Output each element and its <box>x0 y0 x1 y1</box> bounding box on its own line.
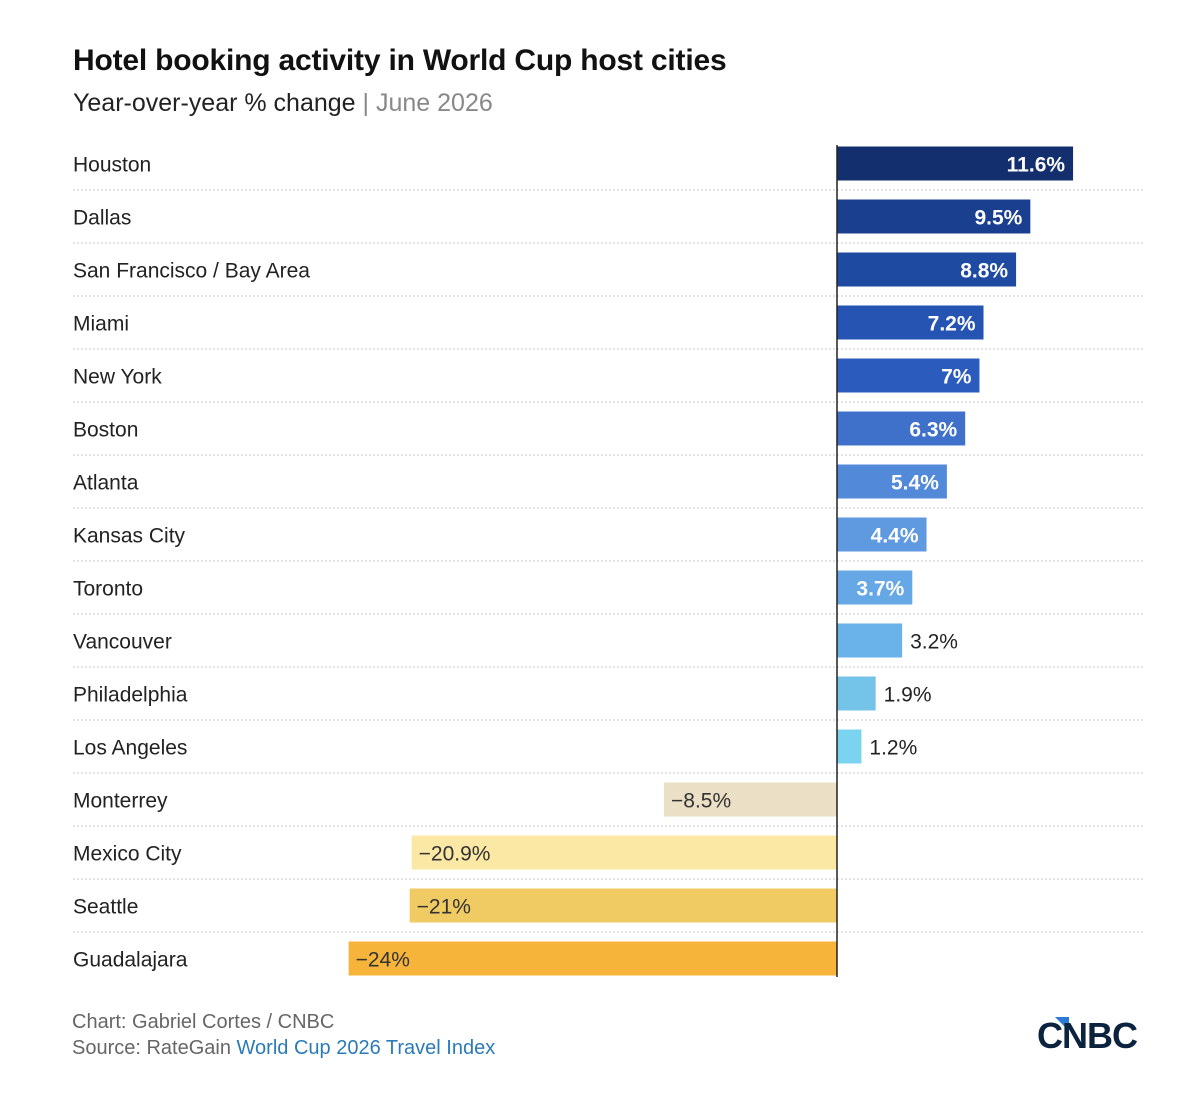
category-label: Guadalajara <box>73 949 188 972</box>
category-label: Monterrey <box>73 790 168 813</box>
bar <box>837 570 913 605</box>
category-label: Philadelphia <box>73 684 188 707</box>
category-label: Atlanta <box>73 472 139 495</box>
bar <box>837 358 980 393</box>
bar <box>837 676 876 711</box>
data-label: 1.9% <box>884 684 932 707</box>
bar <box>837 252 1017 287</box>
data-label: 1.2% <box>869 737 917 760</box>
source-prefix: Source: RateGain <box>72 1037 237 1059</box>
subtitle-main: Year-over-year % change <box>73 89 356 117</box>
category-label: Kansas City <box>73 525 186 548</box>
data-label: 5.4% <box>891 472 939 495</box>
bar-chart: Houston 11.6% Dallas 9.5% San Francisco / Ba… <box>73 145 1144 977</box>
subtitle-separator: | <box>362 89 370 117</box>
chart-title: Hotel booking activity in World Cup host… <box>73 44 727 77</box>
chart-credit: Chart: Gabriel Cortes / CNBC <box>72 1011 335 1033</box>
bar <box>348 941 837 976</box>
data-label: 8.8% <box>960 260 1008 283</box>
data-label: 4.4% <box>871 525 919 548</box>
bar <box>837 199 1031 234</box>
bar <box>837 146 1074 181</box>
category-label: New York <box>73 366 162 389</box>
bar <box>837 464 947 499</box>
peacock-accent-icon <box>1055 1017 1069 1031</box>
data-label: 7.2% <box>928 313 976 336</box>
bar <box>837 305 984 340</box>
category-label: Toronto <box>73 578 143 601</box>
data-label: 9.5% <box>974 207 1022 230</box>
bar <box>837 411 966 446</box>
subtitle-date: June 2026 <box>375 89 493 117</box>
data-label: 11.6% <box>1007 154 1066 177</box>
category-label: Dallas <box>73 207 131 230</box>
data-label: 6.3% <box>909 419 957 442</box>
category-label: Boston <box>73 419 138 442</box>
bar <box>837 623 903 658</box>
bar <box>409 888 837 923</box>
category-label: Los Angeles <box>73 737 187 760</box>
category-label: Miami <box>73 313 129 336</box>
bar <box>411 835 837 870</box>
data-label: 3.7% <box>856 578 904 601</box>
data-label: −20.9% <box>419 843 491 866</box>
source-link[interactable]: World Cup 2026 Travel Index <box>236 1037 496 1059</box>
category-label: Mexico City <box>73 843 182 866</box>
data-label: −8.5% <box>671 790 731 813</box>
logo-text: CNBC <box>1037 1015 1138 1053</box>
data-label: 7% <box>941 366 972 389</box>
chart-source: Source: RateGain World Cup 2026 Travel I… <box>72 1037 495 1060</box>
bar <box>837 729 862 764</box>
bar <box>837 517 927 552</box>
cnbc-logo: CNBC <box>1037 1015 1139 1053</box>
data-label: −24% <box>356 949 410 972</box>
category-label: Houston <box>73 154 151 177</box>
bar <box>664 782 837 817</box>
data-label: 3.2% <box>910 631 958 654</box>
category-label: Vancouver <box>73 631 172 654</box>
chart-subtitle: Year-over-year % change | June 2026 <box>73 89 493 118</box>
category-label: Seattle <box>73 896 138 919</box>
category-label: San Francisco / Bay Area <box>73 260 310 283</box>
data-label: −21% <box>417 896 471 919</box>
